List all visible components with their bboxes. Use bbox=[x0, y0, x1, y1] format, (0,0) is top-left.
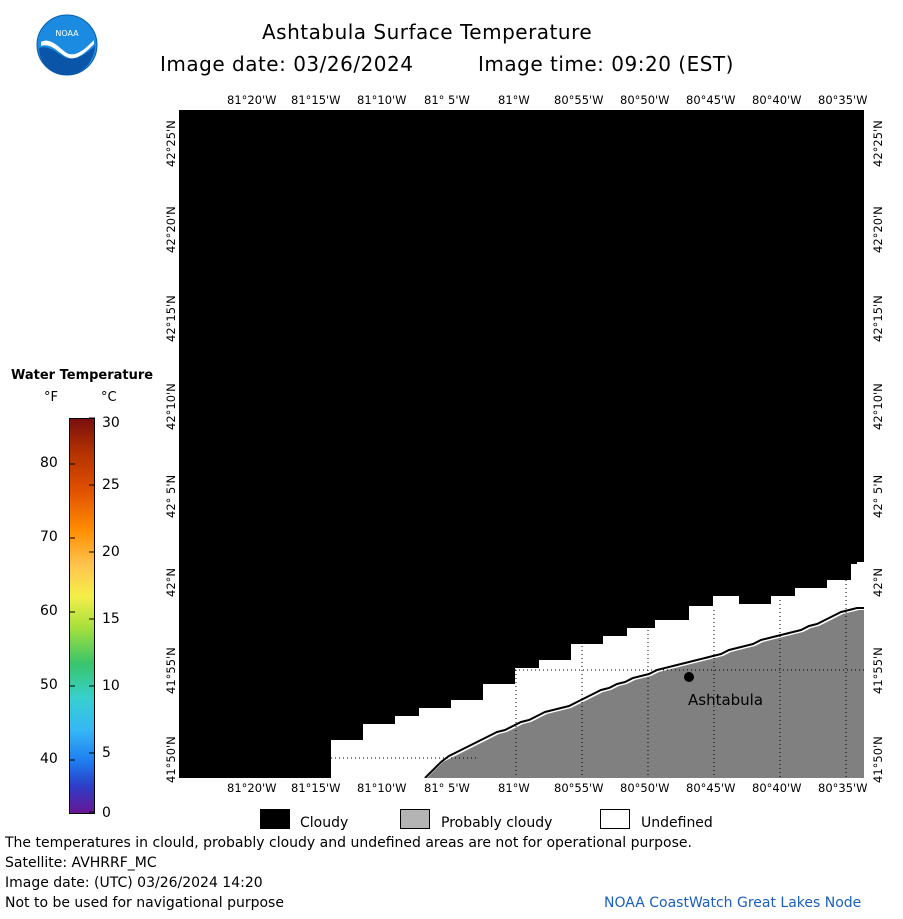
lon-label-bottom: 81° 5'W bbox=[424, 781, 470, 795]
lat-label-right: 42°10'N bbox=[871, 383, 885, 430]
lat-label-left: 42°15'N bbox=[164, 295, 178, 342]
grid bbox=[331, 580, 864, 778]
colorbar-f-tick: 60 bbox=[40, 603, 58, 619]
footer-note: The temperatures in clould, probably clo… bbox=[5, 835, 692, 851]
unit-fahrenheit: °F bbox=[44, 390, 58, 405]
colorbar-f-tick: 40 bbox=[40, 751, 58, 767]
logo-text: NOAA bbox=[55, 29, 79, 38]
colorbar-title: Water Temperature bbox=[11, 368, 154, 383]
lon-label-top: 81°W bbox=[498, 93, 530, 107]
lon-label-bottom: 80°40'W bbox=[752, 781, 802, 795]
colorbar-f-tick: 70 bbox=[40, 529, 58, 545]
lon-label-bottom: 80°35'W bbox=[818, 781, 868, 795]
lon-label-bottom: 80°55'W bbox=[554, 781, 604, 795]
lon-label-top: 81°15'W bbox=[291, 93, 341, 107]
lat-label-right: 42°20'N bbox=[871, 206, 885, 253]
lon-label-top: 80°35'W bbox=[818, 93, 868, 107]
lat-label-left: 41°55'N bbox=[164, 647, 178, 694]
colorbar-c-tick: 15 bbox=[102, 611, 120, 627]
legend-label-cloudy: Cloudy bbox=[300, 815, 349, 831]
probably-cloudy-area bbox=[427, 610, 864, 778]
lat-label-left: 42° 5'N bbox=[164, 474, 178, 518]
legend-swatch-probably-cloudy bbox=[400, 809, 430, 829]
colorbar-ticks bbox=[69, 417, 95, 813]
city-label: Ashtabula bbox=[688, 691, 764, 709]
ashtabula-marker bbox=[684, 672, 694, 682]
lon-label-bottom: 81°15'W bbox=[291, 781, 341, 795]
lon-label-top: 81°20'W bbox=[227, 93, 277, 107]
legend-label-undefined: Undefined bbox=[641, 815, 713, 831]
lon-label-bottom: 80°50'W bbox=[620, 781, 670, 795]
footer-nav-warning: Not to be used for navigational purpose bbox=[5, 895, 284, 911]
legend-label-probably-cloudy: Probably cloudy bbox=[441, 815, 553, 831]
colorbar-c-tick: 30 bbox=[102, 415, 120, 431]
lat-label-right: 41°55'N bbox=[871, 647, 885, 694]
lon-label-bottom: 81°20'W bbox=[227, 781, 277, 795]
lon-label-top: 80°55'W bbox=[554, 93, 604, 107]
lat-label-right: 42°25'N bbox=[871, 120, 885, 167]
lon-label-bottom: 80°45'W bbox=[686, 781, 736, 795]
footer-utc-date: Image date: (UTC) 03/26/2024 14:20 bbox=[5, 875, 263, 891]
noaa-logo: NOAA bbox=[36, 14, 98, 76]
lon-label-top: 81° 5'W bbox=[424, 93, 470, 107]
shoreline bbox=[424, 607, 864, 779]
map-canvas bbox=[179, 110, 864, 779]
colorbar-c-tick: 5 bbox=[102, 745, 111, 761]
lat-label-left: 42°N bbox=[164, 568, 178, 597]
lon-label-top: 80°50'W bbox=[620, 93, 670, 107]
lat-label-right: 42° 5'N bbox=[871, 474, 885, 518]
unit-celsius: °C bbox=[101, 390, 117, 405]
colorbar-c-tick: 25 bbox=[102, 477, 120, 493]
colorbar-c-tick: 20 bbox=[102, 544, 120, 560]
lat-label-left: 41°50'N bbox=[164, 736, 178, 783]
lon-label-top: 80°45'W bbox=[686, 93, 736, 107]
lat-label-right: 41°50'N bbox=[871, 736, 885, 783]
lat-label-left: 42°10'N bbox=[164, 383, 178, 430]
colorbar-c-tick: 10 bbox=[102, 678, 120, 694]
colorbar-c-tick: 0 bbox=[102, 805, 111, 821]
footer-credit: NOAA CoastWatch Great Lakes Node bbox=[604, 895, 862, 911]
legend-swatch-cloudy bbox=[260, 809, 290, 829]
lat-label-left: 42°25'N bbox=[164, 120, 178, 167]
noaa-logo-icon: NOAA bbox=[36, 14, 98, 76]
lat-label-right: 42°15'N bbox=[871, 295, 885, 342]
lat-label-left: 42°20'N bbox=[164, 206, 178, 253]
lon-label-top: 81°10'W bbox=[357, 93, 407, 107]
map-panel bbox=[179, 110, 864, 779]
lon-label-bottom: 81°W bbox=[498, 781, 530, 795]
lon-label-bottom: 81°10'W bbox=[357, 781, 407, 795]
colorbar-f-tick: 50 bbox=[40, 677, 58, 693]
image-date: Image date: 03/26/2024 bbox=[160, 52, 414, 76]
page-title: Ashtabula Surface Temperature bbox=[262, 20, 593, 44]
colorbar bbox=[69, 418, 95, 814]
image-time: Image time: 09:20 (EST) bbox=[478, 52, 734, 76]
lon-label-top: 80°40'W bbox=[752, 93, 802, 107]
colorbar-f-tick: 80 bbox=[40, 455, 58, 471]
lat-label-right: 42°N bbox=[871, 568, 885, 597]
footer-satellite: Satellite: AVHRRF_MC bbox=[5, 855, 157, 871]
legend-swatch-undefined bbox=[600, 809, 630, 829]
